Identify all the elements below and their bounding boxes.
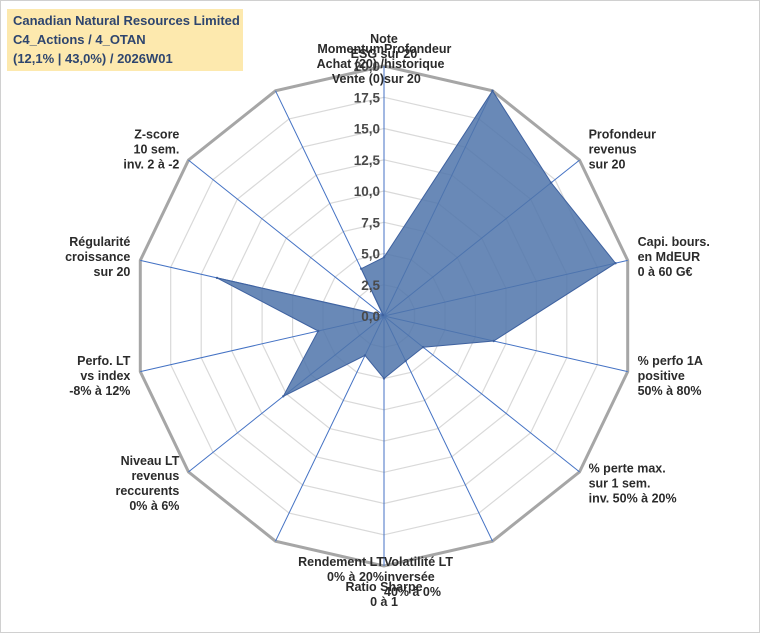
tick-label: 2,5 — [361, 278, 380, 293]
series-point — [381, 314, 385, 317]
series-point — [363, 354, 367, 357]
series-polygon — [216, 89, 617, 398]
series-point — [360, 267, 363, 270]
tick-label: 10,0 — [354, 184, 380, 199]
axis-label-line: en MdEUR — [638, 250, 701, 264]
axis-spoke — [188, 159, 385, 317]
series-point — [382, 377, 386, 380]
tick-label: 0,0 — [361, 309, 380, 324]
axis-label-line: Vente (0) — [332, 72, 384, 86]
axis-label-line: Volatilité LT — [384, 555, 453, 569]
axis-label-line: Profondeur — [589, 127, 656, 141]
axis-label: Profondeur historique sur 20 — [384, 42, 451, 86]
axis-label-line: inversée — [384, 570, 435, 584]
axis-label-line: positive — [638, 369, 685, 383]
axis-label: % perfo 1A positive 50% à 80% — [638, 354, 703, 398]
series-point — [317, 329, 320, 333]
axis-label-line: croissance — [65, 250, 130, 264]
axis-label-line: sur 20 — [94, 265, 131, 279]
axis-label-line: Momentum — [317, 42, 384, 56]
axis-label: Z-score 10 sem. inv. 2 à -2 — [123, 127, 179, 171]
axis-label-line: Rendement LT — [298, 555, 384, 569]
axis-label: Volatilité LT inversée 40% à 0% — [384, 555, 453, 599]
tick-label: 12,5 — [354, 153, 381, 168]
series-point — [215, 276, 219, 280]
series-point — [549, 181, 553, 184]
axis-label-line: inv. 50% à 20% — [589, 492, 677, 506]
tick-label: 5,0 — [361, 247, 380, 262]
series-point — [282, 395, 285, 398]
axis-label-line: Achat (20) / — [317, 57, 385, 71]
axis-label: Ratio Sharpe 0 à 1 — [345, 580, 422, 609]
axis-label-line: sur 20 — [589, 157, 626, 171]
axis-label-line: historique — [384, 57, 444, 71]
axis-label-line: 0 à 60 G€ — [638, 265, 693, 279]
tick-label: 20,0 — [354, 59, 380, 74]
axis-label: Momentum Achat (20) / Vente (0) — [317, 42, 385, 86]
axis-label-line: Capi. bours. — [638, 235, 710, 249]
axis-label-line: ESG sur 20 — [351, 47, 418, 61]
axis-label-line: Note — [370, 32, 398, 46]
series-point — [491, 89, 494, 93]
axis-label-line: sur 1 sem. — [589, 477, 651, 491]
title-line-3: (12,1% | 43,0%) / 2026W01 — [13, 51, 173, 66]
axis-label-line: revenus — [131, 469, 179, 483]
axis-label-line: inv. 2 à -2 — [123, 157, 179, 171]
axis-label-line: reccurents — [115, 484, 179, 498]
axis-label: Niveau LT revenus reccurents 0% à 6% — [115, 454, 179, 513]
axis-label: % perte max. sur 1 sem. inv. 50% à 20% — [589, 462, 677, 506]
axis-label-line: Régularité — [69, 235, 130, 249]
axis-label-line: % perte max. — [589, 462, 666, 476]
series-area — [215, 89, 617, 398]
series-point — [614, 262, 617, 265]
axis-label-line: Ratio Sharpe — [345, 580, 422, 594]
axis-label-line: 0% à 6% — [129, 499, 179, 513]
series-point — [421, 346, 425, 349]
title-line-2: C4_Actions / 4_OTAN — [13, 32, 146, 47]
axis-label: Capi. bours. en MdEUR 0 à 60 G€ — [638, 235, 710, 279]
axis-label: Profondeur revenus sur 20 — [589, 127, 656, 171]
series-point — [404, 359, 407, 363]
axis-label-line: sur 20 — [384, 72, 421, 86]
radial-tick-labels: 0,0 2,5 5,0 7,5 10,0 12,5 15,0 17,5 20,0 — [354, 59, 381, 324]
axis-label: Rendement LT 0% à 20% — [298, 555, 384, 584]
axis-label-line: 10 sem. — [134, 142, 180, 156]
axis-label-line: revenus — [589, 142, 637, 156]
axis-label-line: 50% à 80% — [638, 384, 702, 398]
axis-label-line: 0% à 20% — [327, 570, 384, 584]
axis-label-line: Perfo. LT — [77, 354, 131, 368]
axis-label-line: 40% à 0% — [384, 585, 441, 599]
tick-label: 15,0 — [354, 122, 380, 137]
title-line-1: Canadian Natural Resources Limited — [13, 13, 240, 28]
axis-label-line: % perfo 1A — [638, 354, 703, 368]
axis-label-line: Z-score — [134, 127, 179, 141]
title-box: Canadian Natural Resources Limited C4_Ac… — [7, 9, 243, 71]
tick-label: 7,5 — [361, 215, 380, 230]
axis-label-line: Profondeur — [384, 42, 451, 56]
axis-label-line: 0 à 1 — [370, 595, 398, 609]
axis-label-line: vs index — [80, 369, 130, 383]
axis-label: Perfo. LT vs index -8% à 12% — [69, 354, 131, 398]
axis-label-line: -8% à 12% — [69, 384, 130, 398]
axis-label: Note ESG sur 20 — [351, 32, 418, 61]
axis-label-line: Niveau LT — [121, 454, 180, 468]
series-point — [382, 256, 386, 259]
series-point — [492, 339, 495, 343]
tick-label: 17,5 — [354, 90, 381, 105]
axis-label: Régularité croissance sur 20 — [65, 235, 130, 279]
